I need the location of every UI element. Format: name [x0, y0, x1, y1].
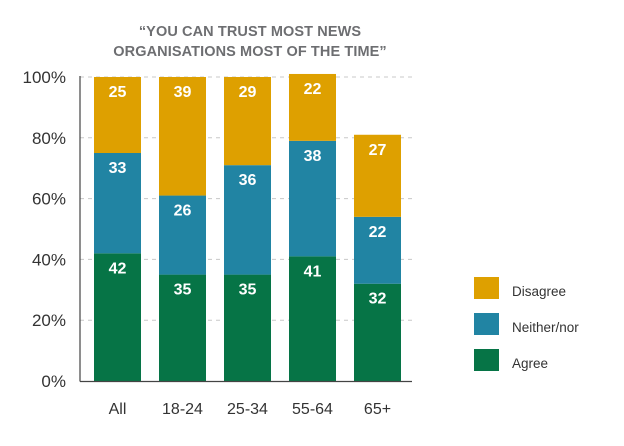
data-label: 36	[239, 172, 257, 189]
bar-neither-nor-18-24	[159, 195, 206, 275]
chart-title-line-1: “YOU CAN TRUST MOST NEWS	[138, 24, 362, 40]
legend-swatch-disagree	[474, 277, 499, 299]
data-label: 29	[239, 84, 257, 101]
legend-swatch-neither-nor	[474, 313, 499, 335]
y-tick-label: 80%	[32, 129, 66, 148]
legend-label-disagree: Disagree	[512, 284, 566, 299]
data-label: 35	[239, 282, 257, 299]
y-axis-ticks: 0% 20% 40% 60% 80% 100%	[23, 68, 66, 391]
y-tick-label: 100%	[23, 68, 66, 87]
data-label: 39	[174, 84, 192, 101]
legend-label-neither-nor: Neither/nor	[512, 320, 579, 335]
bar-agree-25-34	[224, 274, 271, 381]
bar-agree-18-24	[159, 274, 206, 381]
bar-disagree-55-64	[289, 73, 336, 141]
data-label: 27	[369, 142, 387, 159]
data-label: 32	[369, 291, 387, 308]
data-label: 22	[304, 81, 322, 98]
bar-neither-nor-25-34	[224, 165, 271, 275]
legend: Disagree Neither/nor Agree	[474, 277, 579, 371]
chart-title: “YOU CAN TRUST MOST NEWS ORGANISATIONS M…	[80, 22, 420, 62]
bar-neither-nor-all	[94, 153, 141, 254]
data-label: 35	[174, 282, 192, 299]
x-tick-label: 25-34	[227, 401, 268, 418]
bar-neither-nor-55-64	[289, 140, 336, 257]
bar-neither-nor-65-	[354, 216, 401, 284]
data-label: 25	[109, 84, 127, 101]
bar-disagree-all	[94, 77, 141, 153]
data-label: 41	[304, 263, 322, 280]
x-tick-label: 18-24	[162, 401, 203, 418]
y-tick-label: 20%	[32, 311, 66, 330]
bars: 42 33 25 35 26 39 35 36 29 41 38 22 32 22 27	[94, 73, 401, 381]
legend-label-agree: Agree	[512, 356, 548, 371]
data-label: 22	[369, 224, 387, 241]
x-tick-label: All	[109, 401, 127, 418]
legend-swatch-agree	[474, 349, 499, 371]
data-label: 33	[109, 160, 127, 177]
bar-disagree-25-34	[224, 77, 271, 166]
data-label: 38	[304, 148, 322, 165]
bar-disagree-65-	[354, 134, 401, 217]
data-label: 42	[109, 260, 127, 277]
y-tick-label: 60%	[32, 190, 66, 209]
x-tick-label: 55-64	[292, 401, 333, 418]
bar-disagree-18-24	[159, 77, 206, 196]
bar-agree-all	[94, 253, 141, 381]
y-tick-label: 40%	[32, 250, 66, 269]
chart-title-line-2: ORGANISATIONS MOST OF THE TIME”	[113, 44, 387, 60]
x-tick-label: 65+	[364, 401, 391, 418]
axes	[79, 76, 412, 383]
bar-agree-65-	[354, 283, 401, 381]
x-axis-ticks: All 18-24 25-34 55-64 65+	[109, 401, 391, 418]
y-tick-label: 0%	[41, 372, 66, 391]
data-label: 26	[174, 203, 192, 220]
bar-agree-55-64	[289, 256, 336, 381]
